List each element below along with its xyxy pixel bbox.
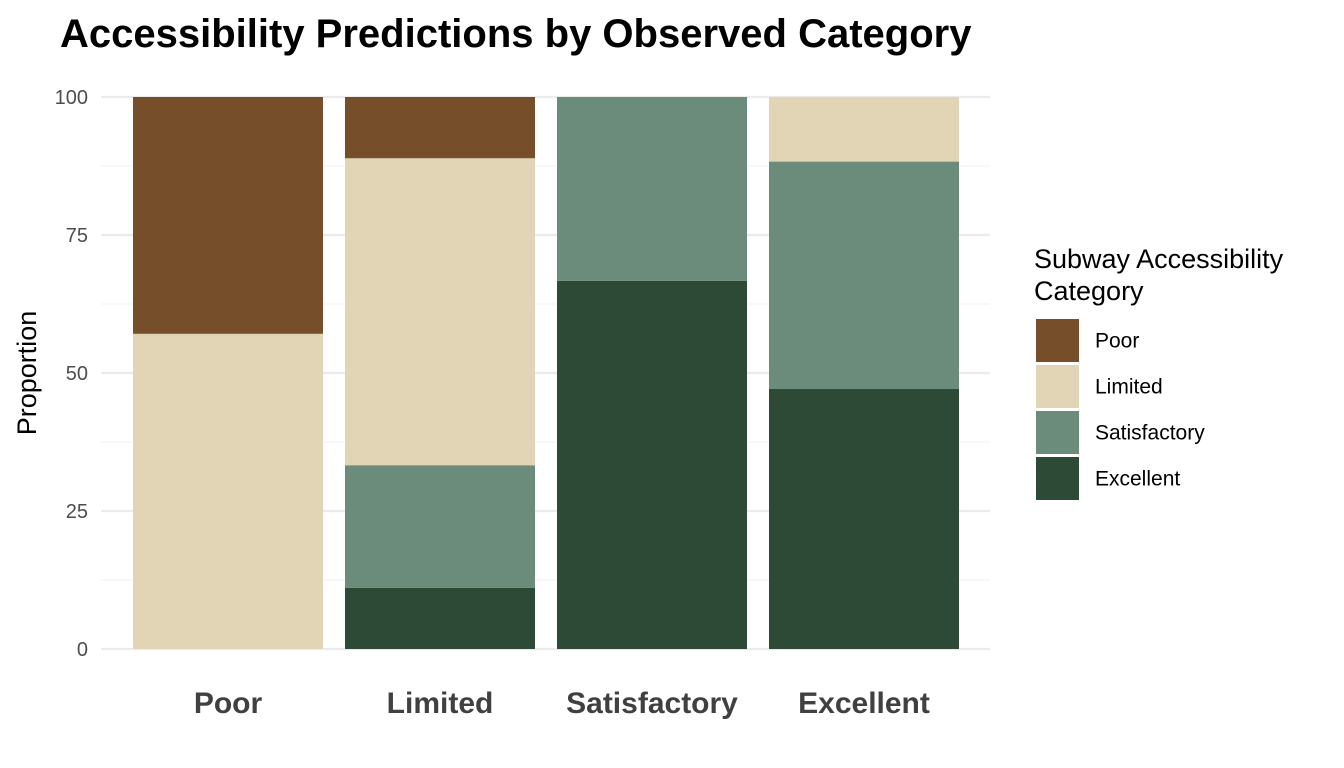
legend-key-limited bbox=[1036, 365, 1079, 408]
legend-items: Poor Limited Satisfactory Excellent bbox=[1036, 319, 1205, 500]
legend-key-excellent bbox=[1036, 457, 1079, 500]
x-tick-label-poor: Poor bbox=[194, 687, 263, 720]
y-tick-label: 25 bbox=[66, 501, 88, 523]
bar-segment-poor-poor bbox=[133, 97, 323, 334]
legend-key-poor bbox=[1036, 319, 1079, 362]
x-tick-label-excellent: Excellent bbox=[798, 687, 930, 720]
chart-title: Accessibility Predictions by Observed Ca… bbox=[60, 12, 972, 56]
y-tick-label: 0 bbox=[77, 639, 88, 661]
bar-segment-limited-limited bbox=[345, 158, 535, 466]
legend-title-line-2: Category bbox=[1034, 276, 1144, 306]
y-axis-title: Proportion bbox=[12, 311, 42, 436]
bar-segment-poor-limited bbox=[133, 333, 323, 649]
bar-segment-excellent-limited bbox=[769, 97, 959, 162]
bars bbox=[133, 97, 959, 649]
bar-segment-excellent-satisfactory bbox=[769, 161, 959, 390]
x-tick-label-limited: Limited bbox=[387, 687, 494, 720]
legend-label-limited: Limited bbox=[1095, 376, 1163, 399]
x-axis-ticks: Poor Limited Satisfactory Excellent bbox=[194, 687, 930, 720]
legend-title: Subway Accessibility Category bbox=[1034, 244, 1291, 306]
bar-segment-limited-satisfactory bbox=[345, 465, 535, 588]
legend-key-satisfactory bbox=[1036, 411, 1079, 454]
bar-segment-limited-poor bbox=[345, 97, 535, 159]
legend-title-line-1: Subway Accessibility bbox=[1034, 244, 1284, 274]
y-tick-label: 75 bbox=[66, 225, 88, 247]
bar-segment-excellent-excellent bbox=[769, 389, 959, 649]
bar-segment-satisfactory-satisfactory bbox=[557, 97, 747, 281]
bar-segment-limited-excellent bbox=[345, 587, 535, 649]
y-tick-label: 50 bbox=[66, 363, 88, 385]
y-tick-label: 100 bbox=[55, 87, 88, 109]
legend: Subway Accessibility Category Poor Limite… bbox=[1034, 244, 1291, 500]
legend-label-excellent: Excellent bbox=[1095, 468, 1180, 491]
x-tick-label-satisfactory: Satisfactory bbox=[566, 687, 738, 720]
bar-segment-satisfactory-excellent bbox=[557, 280, 747, 649]
legend-label-poor: Poor bbox=[1095, 330, 1139, 353]
y-axis-ticks: 0 25 50 75 100 bbox=[55, 87, 88, 661]
legend-label-satisfactory: Satisfactory bbox=[1095, 422, 1205, 445]
